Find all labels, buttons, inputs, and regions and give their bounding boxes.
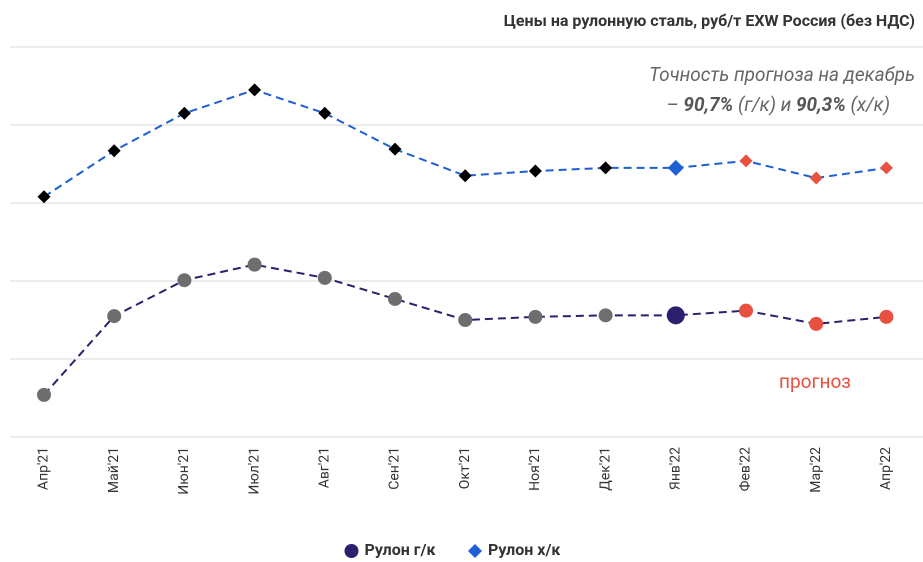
point — [809, 171, 823, 185]
point — [318, 106, 332, 120]
x-tick-label: Янв'22 — [668, 447, 684, 490]
point — [37, 387, 51, 402]
annotation: Точность прогноза на декабрь — [649, 63, 915, 86]
point — [667, 159, 684, 176]
point — [528, 164, 542, 178]
point — [739, 154, 753, 168]
point — [879, 161, 893, 175]
annotation-part: (х/к) — [846, 93, 890, 116]
annotation-part: 90,3% — [796, 93, 846, 116]
point — [177, 273, 192, 288]
point — [247, 257, 262, 272]
point — [458, 313, 473, 327]
legend-marker — [344, 544, 359, 558]
point — [528, 309, 543, 324]
x-tick-label: Сен'21 — [387, 447, 403, 490]
x-tick-label: Фев'22 — [738, 447, 754, 491]
x-tick-label: Окт'21 — [457, 447, 473, 489]
annotation: – 90,7% (г/к) и 90,3% (х/к) — [667, 93, 890, 116]
x-tick-label: Мар'22 — [808, 447, 824, 493]
point — [598, 308, 613, 323]
legend-marker — [468, 544, 482, 558]
x-tick-label: Апр'22 — [878, 447, 894, 490]
annotation-part: – — [667, 93, 684, 116]
point — [879, 309, 894, 324]
point — [37, 190, 51, 204]
chart-title: Цены на рулонную сталь, руб/т EXW Россия… — [504, 11, 915, 30]
point — [107, 144, 121, 158]
point — [458, 169, 472, 183]
x-tick-label: Июл'21 — [246, 447, 262, 495]
point — [388, 142, 402, 156]
forecast-label: прогноз — [779, 370, 851, 393]
point — [809, 316, 824, 331]
series-line — [43, 263, 887, 396]
point — [177, 106, 191, 120]
point — [739, 303, 753, 318]
x-tick-label: Июн'21 — [176, 447, 192, 495]
point — [666, 306, 685, 325]
x-tick-label: Май'21 — [106, 447, 122, 493]
legend-label: Рулон х/к — [488, 540, 561, 559]
x-tick-label: Дек'21 — [597, 447, 613, 491]
point — [107, 309, 122, 324]
point — [599, 161, 613, 175]
annotation-part: (г/к) и — [733, 93, 796, 116]
point — [388, 291, 402, 306]
x-tick-label: Ноя'21 — [527, 447, 543, 491]
x-tick-label: Авг'21 — [317, 447, 333, 488]
point — [317, 270, 332, 285]
annotation-part: 90,7% — [683, 93, 733, 116]
x-tick-label: Апр'21 — [36, 447, 52, 490]
point — [248, 83, 262, 97]
legend-label: Рулон г/к — [365, 540, 437, 559]
